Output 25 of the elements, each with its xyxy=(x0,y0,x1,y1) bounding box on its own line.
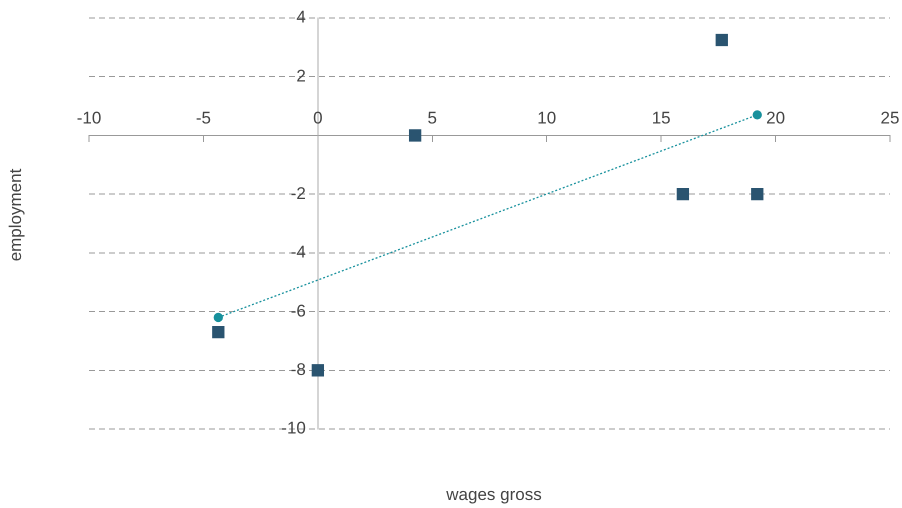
point xyxy=(408,129,422,142)
y-tick-label: -10 xyxy=(281,418,306,438)
x-tick-label: -5 xyxy=(196,108,211,128)
point xyxy=(312,364,324,376)
x-tick-label: -10 xyxy=(76,108,102,128)
point xyxy=(214,312,223,322)
x-tick-label: 10 xyxy=(537,108,556,128)
point xyxy=(212,326,224,338)
x-tick-label: 0 xyxy=(313,108,323,128)
y-tick-label: -8 xyxy=(290,360,306,379)
point xyxy=(751,188,764,200)
x-tick-label: 25 xyxy=(880,108,900,128)
point xyxy=(752,110,762,120)
x-tick-label: 15 xyxy=(652,108,671,128)
point xyxy=(676,188,690,200)
point xyxy=(716,34,728,46)
y-tick-label: -2 xyxy=(290,184,306,203)
y-tick-label: 4 xyxy=(296,8,306,27)
y-tick-label: 2 xyxy=(296,66,306,86)
y-tick-label: -6 xyxy=(290,301,306,320)
x-tick-label: 5 xyxy=(428,108,438,128)
x-axis-title: wages gross xyxy=(446,485,542,505)
y-tick-label: -4 xyxy=(290,242,306,262)
y-axis-title: employment xyxy=(6,168,26,262)
x-tick-label: 20 xyxy=(766,108,786,128)
